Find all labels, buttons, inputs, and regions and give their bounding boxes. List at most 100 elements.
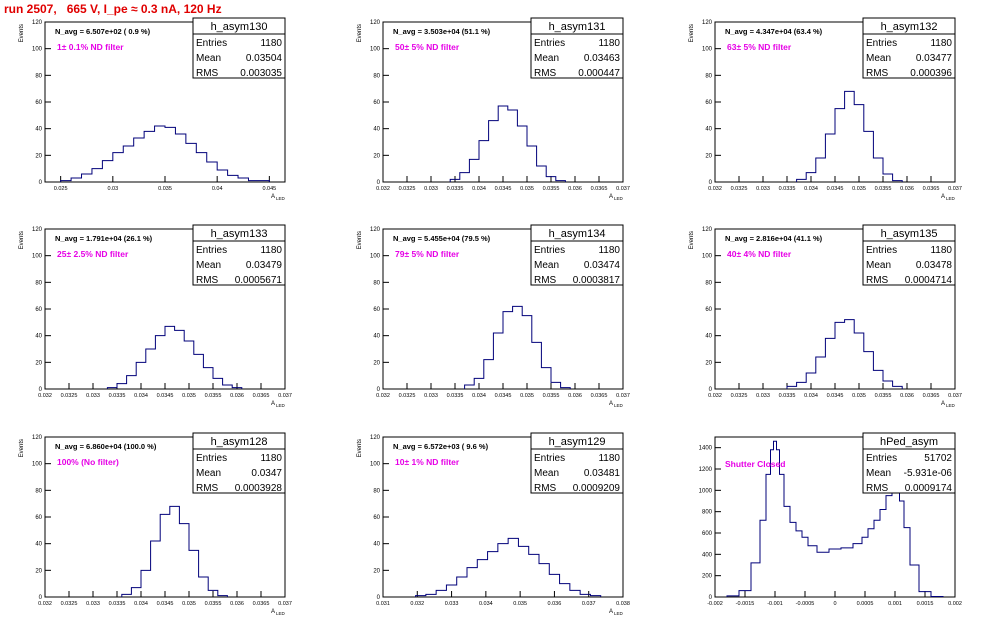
navg-label: N_avg = 2.816e+04 (41.1 %) [725,234,823,243]
y-tick-label: 60 [373,100,380,106]
stats-mean-value: 0.03477 [916,53,953,64]
histogram-panel-h_asym133: 0 20 40 60 80 100 120 0.032 0.0325 0.033 0.0335 0.0… [19,224,292,408]
x-axis-label: A [941,401,945,407]
stats-rms-label: RMS [196,275,219,286]
histogram-panel-h_asym129: 0 20 40 60 80 100 120 0.031 0.032 0.033 0.034 0.035… [357,432,630,616]
y-tick-label: 400 [702,552,713,558]
stats-mean-value: -5.931e-06 [904,468,953,479]
histogram-bin [170,506,180,597]
x-tick-label: 0.032 [376,393,390,399]
stats-mean-label: Mean [534,468,559,479]
histogram-bin [854,105,864,182]
navg-label: N_avg = 6.507e+02 ( 0.9 %) [55,27,151,36]
y-axis-label: Events [357,439,363,457]
histogram-bin [845,91,855,182]
x-tick-label: 0.033 [424,393,438,399]
x-tick-label: 0.03 [107,186,118,192]
histogram-bin [551,382,561,389]
x-tick-label: 0.0335 [447,393,464,399]
histogram-bin [816,158,826,182]
x-tick-label: 0.0355 [543,393,560,399]
navg-label: N_avg = 6.572e+03 ( 9.6 %) [393,442,489,451]
y-tick-label: 80 [373,488,380,494]
histogram-bin [784,506,790,597]
stats-entries-value: 1180 [598,453,620,464]
y-tick-label: 80 [373,280,380,286]
stats-entries-value: 51702 [924,453,952,464]
stats-box [862,33,956,79]
x-tick-label: 0.032 [410,601,424,607]
histogram-bin [835,109,845,182]
histogram-bin [175,134,185,182]
histogram-panel-h_asym135: 0 20 40 60 80 100 120 0.032 0.0325 0.033 0.0335 0.0… [689,224,962,408]
histogram-bin [527,146,537,182]
histogram-bin [873,370,883,389]
histogram-bin [469,159,479,182]
histogram-bin [179,524,189,597]
x-tick-label: -0.002 [707,601,723,607]
x-tick-label: 0.0355 [543,186,560,192]
y-tick-label: 1000 [699,488,713,494]
x-tick-label: 0.036 [568,186,582,192]
histogram-bin [151,541,161,597]
x-axis-label: A [271,401,275,407]
histogram-bin [808,546,817,597]
stats-entries-value: 1180 [930,245,952,256]
stats-entries-label: Entries [534,453,565,464]
histogram-bin [82,174,92,182]
stats-entries-label: Entries [196,453,227,464]
filter-label: 63± 5% ND filter [727,42,792,52]
histogram-bin [825,134,835,182]
y-tick-label: 20 [373,153,380,159]
histogram-bin [155,336,165,389]
x-tick-label: 0.035 [182,601,196,607]
stats-rms-value: 0.0004714 [905,275,953,286]
x-axis-label: A [609,401,613,407]
histogram-bin [532,342,542,389]
page-title: run 2507, 665 V, I_pe ≈ 0.3 nA, 120 Hz [4,2,222,16]
x-tick-label: 0.0365 [253,393,270,399]
stats-entries-value: 1180 [598,245,620,256]
y-tick-label: 60 [35,307,42,313]
histogram-bin [817,552,829,597]
stats-title: h_asym132 [881,21,938,33]
histogram-bin [841,548,853,597]
x-tick-label: 0.033 [86,601,100,607]
histogram-bin [862,537,868,597]
x-axis-label: A [609,194,613,200]
stats-rms-label: RMS [196,68,219,79]
y-tick-label: 100 [702,254,713,260]
y-tick-label: 120 [32,20,43,26]
x-tick-label: 0.037 [948,186,962,192]
histogram-bin [518,546,528,597]
histogram-bin [825,338,835,389]
stats-rms-label: RMS [866,68,889,79]
y-tick-label: 20 [705,153,712,159]
histogram-bin [113,153,123,182]
x-tick-label: 0.033 [424,186,438,192]
stats-rms-label: RMS [534,483,557,494]
histogram-bin [436,590,446,597]
y-tick-label: 80 [35,488,42,494]
histogram-bin [829,549,841,597]
x-axis-label-sub: LED [614,403,624,408]
y-tick-label: 40 [705,127,712,133]
navg-label: N_avg = 4.347e+04 (63.4 %) [725,27,823,36]
x-axis-label-sub: LED [614,611,624,616]
histogram-bin [864,131,874,182]
histogram-bin [873,158,883,182]
y-tick-label: 80 [35,280,42,286]
histogram-bin [238,178,248,182]
stats-title: h_asym134 [549,228,606,240]
histogram-bin [207,162,217,182]
histogram-bin [560,584,570,597]
histogram-bin [802,537,808,597]
stats-entries-value: 1180 [260,453,282,464]
navg-label: N_avg = 1.791e+04 (26.1 %) [55,234,153,243]
stats-entries-value: 1180 [260,38,282,49]
histogram-bin [184,341,194,389]
stats-box [192,33,286,79]
y-tick-label: 40 [705,334,712,340]
histogram-series [464,305,571,389]
stats-title: h_asym133 [211,228,268,240]
